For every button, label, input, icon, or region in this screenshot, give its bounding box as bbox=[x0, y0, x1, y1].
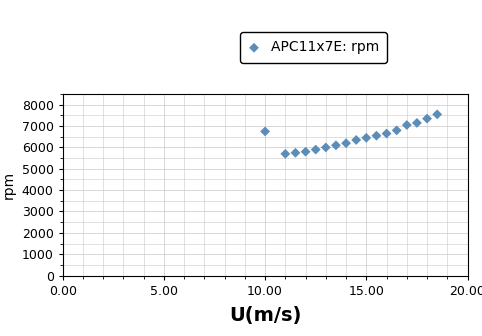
APC11x7E: rpm: (15, 6.45e+03): rpm: (15, 6.45e+03) bbox=[362, 135, 370, 140]
APC11x7E: rpm: (18, 7.35e+03): rpm: (18, 7.35e+03) bbox=[423, 116, 431, 121]
APC11x7E: rpm: (14.5, 6.35e+03): rpm: (14.5, 6.35e+03) bbox=[352, 137, 360, 143]
APC11x7E: rpm: (12, 5.8e+03): rpm: (12, 5.8e+03) bbox=[302, 149, 309, 155]
APC11x7E: rpm: (16, 6.65e+03): rpm: (16, 6.65e+03) bbox=[383, 131, 390, 136]
APC11x7E: rpm: (17.5, 7.15e+03): rpm: (17.5, 7.15e+03) bbox=[413, 120, 421, 126]
Legend: APC11x7E: rpm: APC11x7E: rpm bbox=[240, 32, 387, 63]
APC11x7E: rpm: (11.5, 5.75e+03): rpm: (11.5, 5.75e+03) bbox=[292, 150, 299, 156]
APC11x7E: rpm: (16.5, 6.8e+03): rpm: (16.5, 6.8e+03) bbox=[393, 128, 401, 133]
APC11x7E: rpm: (17, 7.05e+03): rpm: (17, 7.05e+03) bbox=[403, 122, 411, 128]
APC11x7E: rpm: (11, 5.7e+03): rpm: (11, 5.7e+03) bbox=[281, 151, 289, 157]
APC11x7E: rpm: (14, 6.2e+03): rpm: (14, 6.2e+03) bbox=[342, 140, 350, 146]
APC11x7E: rpm: (10, 6.75e+03): rpm: (10, 6.75e+03) bbox=[261, 129, 269, 134]
APC11x7E: rpm: (13.5, 6.1e+03): rpm: (13.5, 6.1e+03) bbox=[332, 142, 340, 148]
APC11x7E: rpm: (18.5, 7.55e+03): rpm: (18.5, 7.55e+03) bbox=[433, 112, 441, 117]
APC11x7E: rpm: (15.5, 6.55e+03): rpm: (15.5, 6.55e+03) bbox=[373, 133, 380, 138]
APC11x7E: rpm: (12.5, 5.9e+03): rpm: (12.5, 5.9e+03) bbox=[312, 147, 320, 152]
X-axis label: U(m/s): U(m/s) bbox=[229, 306, 301, 325]
Y-axis label: rpm: rpm bbox=[2, 171, 16, 199]
APC11x7E: rpm: (13, 6e+03): rpm: (13, 6e+03) bbox=[322, 145, 330, 150]
